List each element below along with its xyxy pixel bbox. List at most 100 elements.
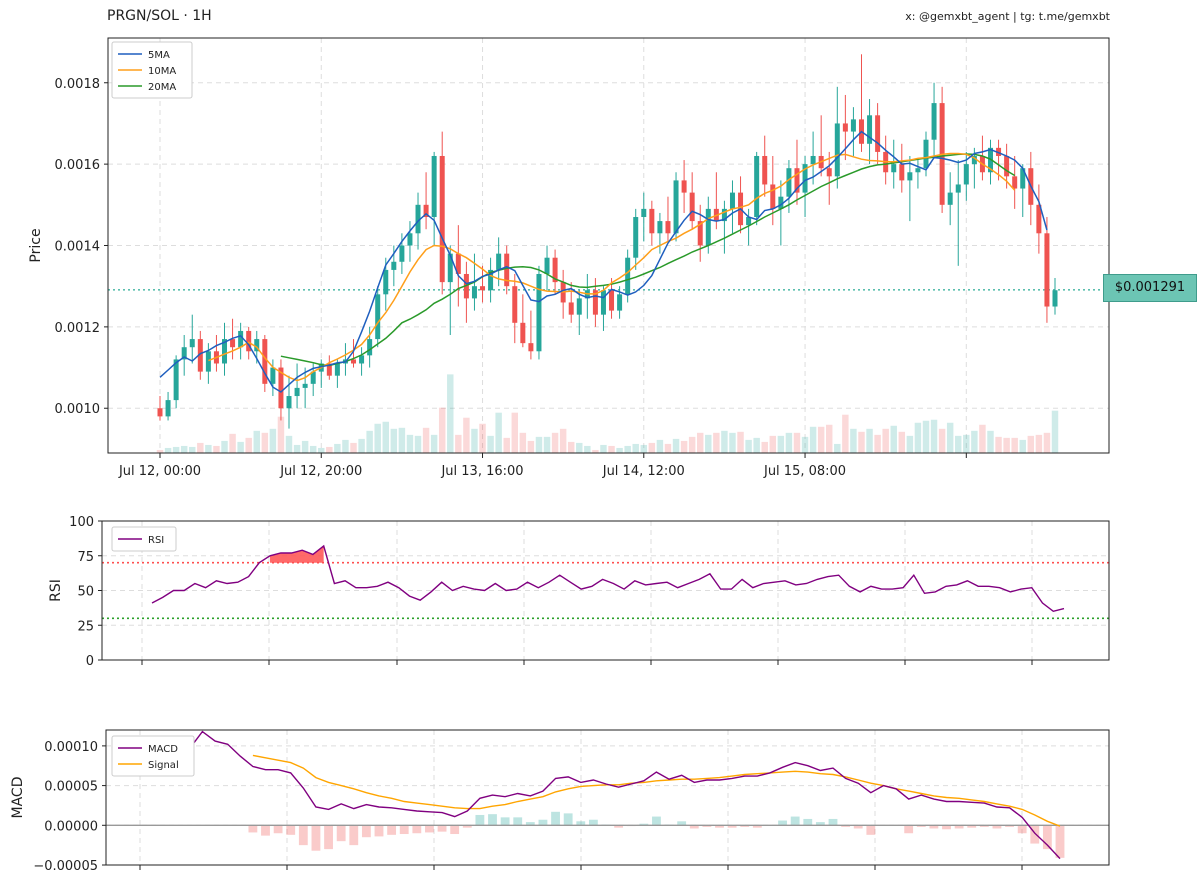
price-xtick-label: Jul 12, 00:00 [118,464,201,479]
macd-legend-label: Signal [148,760,179,771]
candle-body [762,155,768,185]
macd-histogram-bar [1017,825,1027,834]
volume-bar [971,430,978,453]
candle-body [294,387,300,397]
volume-bar [801,436,809,453]
price-xtick-label: Jul 12, 20:00 [279,464,362,479]
volume-bar [826,424,833,453]
macd-histogram-bar [450,825,460,835]
volume-bar [979,424,986,453]
candle-body [915,168,921,173]
macd-histogram-bar [866,825,876,835]
candle-body [770,184,776,209]
volume-bar [309,445,317,453]
candle-body [681,180,687,193]
volume-bar [963,434,970,453]
price-legend-label: 10MA [148,66,176,77]
candle-body [592,290,598,315]
ma10-line [208,152,1016,382]
volume-bar [842,414,849,453]
rsi-axis-label: RSI [48,579,64,602]
volume-bar [866,428,873,453]
price-xtick-label: Jul 13, 16:00 [440,464,523,479]
rsi-legend-label: RSI [148,535,164,546]
volume-bar [197,442,204,453]
candle-body [673,180,679,234]
candle-body [931,103,937,140]
macd-histogram-bar [475,814,485,826]
macd-legend-box [111,735,195,777]
volume-bar [850,428,857,453]
volume-bar [503,437,510,453]
macd-histogram-bar [1030,825,1040,844]
volume-bar [1051,410,1059,453]
macd-histogram-bar [942,825,951,830]
price-panel: 0.0010 0.0012 0.0014 0.0016 0.0018 Jul 12, 00… [28,37,1110,479]
macd-histogram-bar [979,825,989,827]
candle-body [1036,204,1042,234]
macd-ytick-label: 0.00000 [44,819,98,834]
volume-bar [156,449,164,453]
price-xtick-label: Jul 15, 08:00 [763,464,846,479]
candle-body [286,396,292,409]
volume-bar [938,428,946,453]
candle-body [689,192,695,222]
candle-body [230,339,236,348]
volume-bar [237,441,244,453]
volume-bar [930,419,938,453]
volume-bar [680,440,688,453]
rsi-panel: 0 25 50 75 100 RSI RSI [48,515,1110,669]
candle-body [794,168,800,193]
volume-bar [632,443,639,453]
candle-body [326,363,332,376]
rsi-plot-frame [101,520,1110,661]
volume-bar [640,444,648,453]
candle-body [665,221,671,234]
volume-bar [318,447,325,453]
macd-histogram-bar [1005,825,1014,827]
macd-histogram-bar [992,825,1002,829]
candle-body [488,269,494,291]
macd-histogram-bar [500,817,510,826]
candle-body [907,172,913,181]
candle-body [721,208,727,222]
volume-bar [600,444,607,453]
candle-body [504,253,510,287]
volume-bar [753,437,760,453]
macd-histogram-bar [273,825,283,834]
macd-histogram-bar [286,825,296,835]
candle-body [1044,233,1050,307]
volume-bar [567,441,575,453]
volume-bar [906,435,914,453]
volume-bar [551,432,559,453]
candle-body [1052,290,1058,307]
macd-histogram-bar [803,818,813,826]
volume-bar [672,438,680,453]
candle-body [351,359,357,364]
candle-body [270,367,276,384]
candle-body [181,347,187,360]
candle-body [963,164,969,185]
candle-body [1004,155,1010,177]
price-legend-label: 5MA [148,50,170,61]
volume-bar [576,442,583,453]
candle-body [705,208,711,246]
candle-body [197,339,203,372]
price-ytick-label: 0.0012 [55,321,101,336]
macd-histogram-bar [828,818,838,826]
macd-legend-label: MACD [148,744,178,755]
volume-bar [995,436,1002,453]
macd-histogram-bar [551,811,560,826]
macd-histogram-bar [815,822,825,826]
macd-histogram-bar [324,825,333,850]
candle-body [649,208,655,234]
volume-bar [1035,434,1043,453]
volume-bar [261,432,269,453]
macd-histogram-bar [614,825,624,828]
volume-bar [350,442,357,453]
macd-histogram-bar [639,823,649,826]
candle-body [391,261,397,270]
candle-body [383,269,389,295]
candle-body [262,339,268,384]
